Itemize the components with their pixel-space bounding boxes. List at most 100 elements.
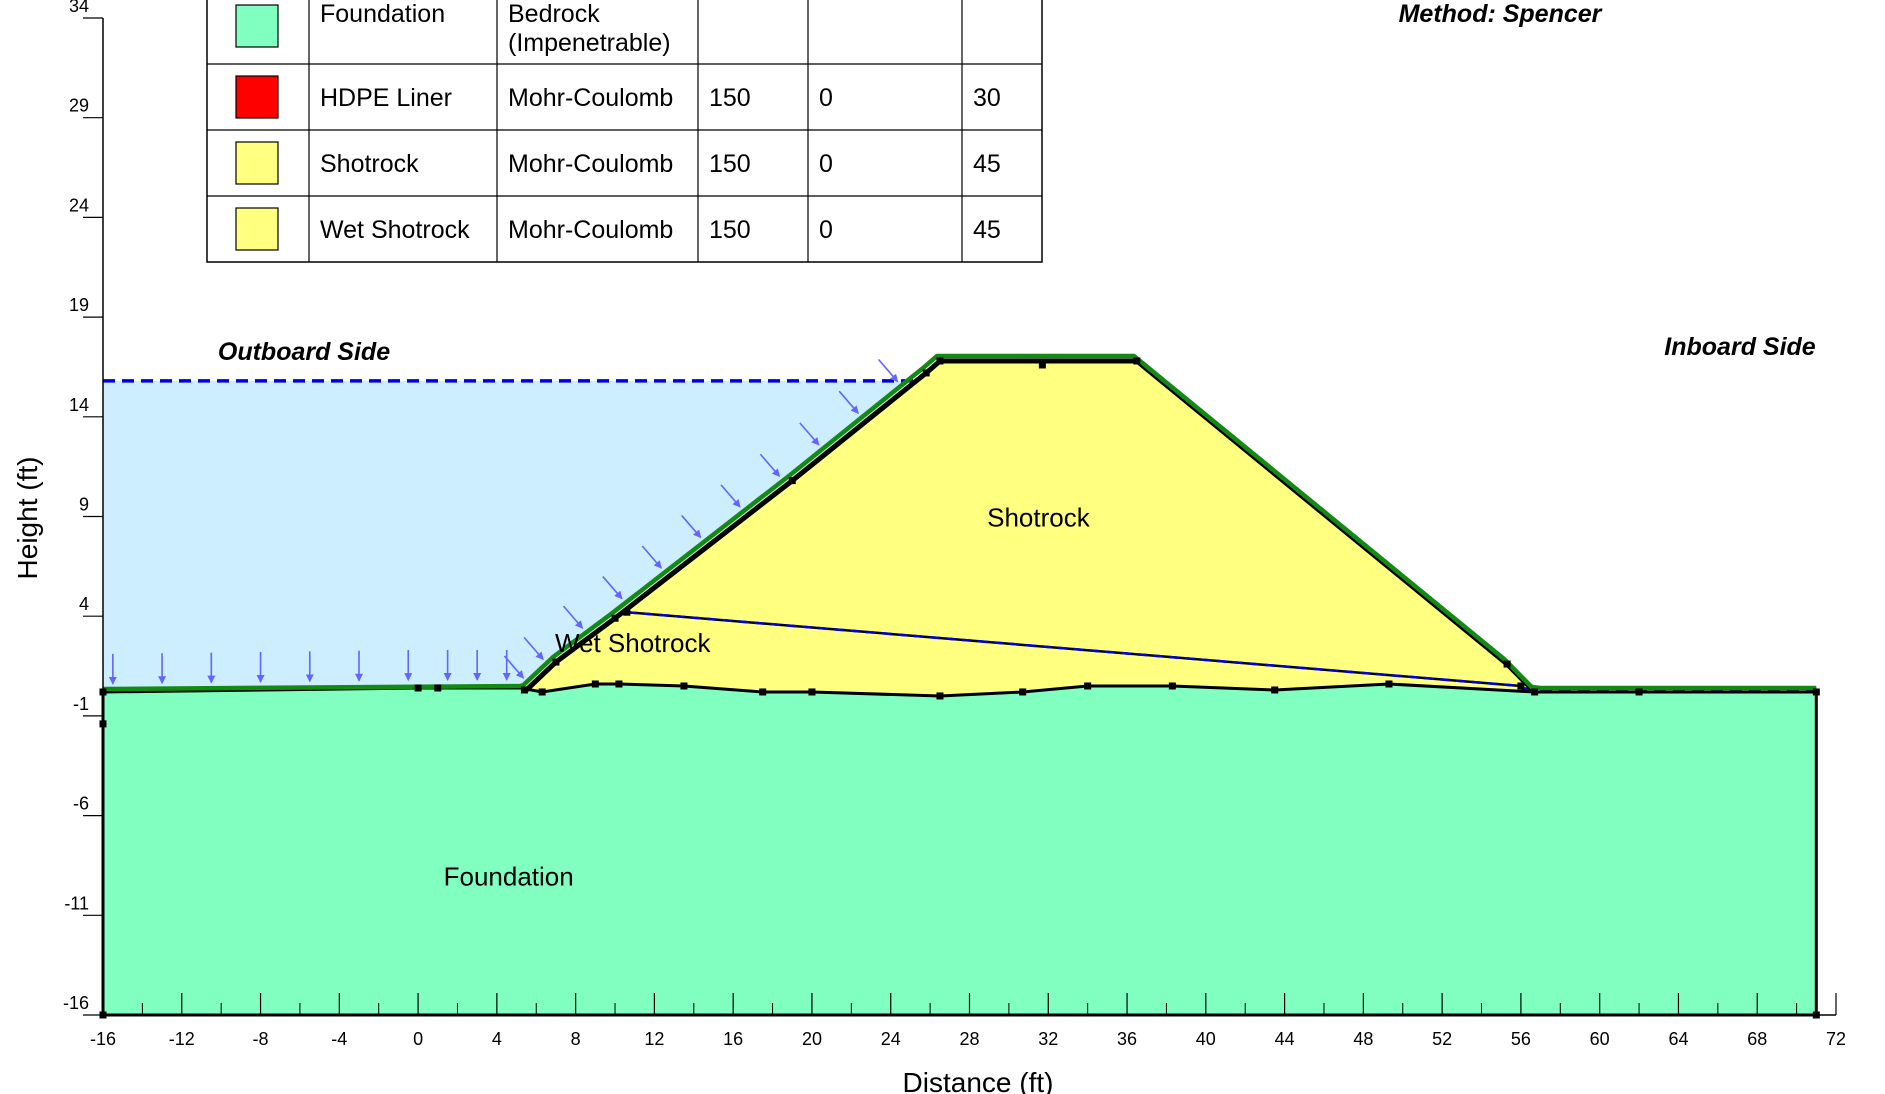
water-load-arrow <box>720 484 741 508</box>
vertex-marker <box>1084 682 1092 690</box>
vertex-marker <box>1038 361 1046 369</box>
vertex-marker <box>520 686 528 694</box>
x-tick-label: 40 <box>1196 1029 1216 1049</box>
x-tick-label: 28 <box>959 1029 979 1049</box>
vertex-marker <box>1812 688 1820 696</box>
x-tick-label: 12 <box>644 1029 664 1049</box>
water-layer <box>103 380 917 692</box>
material-cohesion: 0 <box>819 84 833 112</box>
x-tick-label: -8 <box>253 1029 269 1049</box>
y-tick-label: 4 <box>79 594 89 614</box>
vertex-marker <box>1168 682 1176 690</box>
region-label: Foundation <box>444 861 574 891</box>
y-tick-label: 14 <box>69 395 89 415</box>
x-tick-label: 20 <box>802 1029 822 1049</box>
x-tick-label: 52 <box>1432 1029 1452 1049</box>
vertex-marker <box>434 684 442 692</box>
material-name: HDPE Liner <box>320 84 452 112</box>
y-tick-label: -6 <box>73 794 89 814</box>
vertex-marker <box>538 688 546 696</box>
water-load-arrow <box>641 545 662 569</box>
load-arrows <box>108 359 899 685</box>
x-tick-label: 16 <box>723 1029 743 1049</box>
hdpe-liner-line <box>102 353 1817 692</box>
x-tick-label: 32 <box>1038 1029 1058 1049</box>
vertex-marker <box>936 357 944 365</box>
wet-phreatic-line <box>626 610 1522 688</box>
vertex-marker <box>1503 660 1511 668</box>
vertex-marker <box>615 680 623 688</box>
material-unit-weight: 150 <box>709 84 751 112</box>
x-tick-label: 68 <box>1747 1029 1767 1049</box>
vertex-marker <box>922 369 930 377</box>
outboard-side-label: Outboard Side <box>218 338 390 366</box>
x-tick-label: 64 <box>1668 1029 1688 1049</box>
method-label: Method: Spencer <box>1399 0 1603 28</box>
x-tick-label: 4 <box>492 1029 502 1049</box>
material-name: Wet Shotrock <box>320 216 470 244</box>
x-tick-label: -16 <box>90 1029 116 1049</box>
vertex-marker <box>1517 682 1525 690</box>
vertex-marker <box>788 477 796 485</box>
x-tick-label: 8 <box>571 1029 581 1049</box>
region-label: Wet Shotrock <box>555 628 712 658</box>
material-model: Mohr-Coulomb <box>508 84 673 112</box>
y-tick-label: 34 <box>69 0 89 16</box>
x-tick-label: 36 <box>1117 1029 1137 1049</box>
x-axis-title: Distance (ft) <box>903 1067 1054 1094</box>
x-tick-label: 72 <box>1826 1029 1846 1049</box>
vertex-marker <box>1385 680 1393 688</box>
y-tick-label: 29 <box>69 96 89 116</box>
material-cohesion: 0 <box>819 216 833 244</box>
x-tick-label: 0 <box>413 1029 423 1049</box>
vertex-marker <box>623 608 631 616</box>
vertex-marker <box>591 680 599 688</box>
water-load-arrow <box>562 605 584 629</box>
material-model: Mohr-Coulomb <box>508 150 673 178</box>
x-tick-label: 44 <box>1275 1029 1295 1049</box>
water-load-arrow <box>503 655 525 679</box>
vertex-marker <box>1019 688 1027 696</box>
vertex-marker <box>759 688 767 696</box>
material-phi: 45 <box>973 150 1001 178</box>
region-labels: Shotrock Wet Shotrock Foundation <box>444 502 1091 891</box>
water-load-arrow <box>523 636 544 661</box>
material-swatch <box>235 207 279 251</box>
vertex-marker <box>1635 688 1643 696</box>
axes: -16 -12 -8 -4 0 4 8 12 16 20 24 28 32 36 40 44 48 52 56 60 6… <box>63 0 1846 1049</box>
y-tick-label: -1 <box>73 694 89 714</box>
material-swatch <box>235 4 279 48</box>
region-label: Shotrock <box>987 502 1091 532</box>
water-load-arrow <box>681 514 702 539</box>
x-tick-label: 48 <box>1353 1029 1373 1049</box>
material-unit-weight: 150 <box>709 216 751 244</box>
material-model: Mohr-Coulomb <box>508 216 673 244</box>
x-tick-label: 24 <box>881 1029 901 1049</box>
material-model: (Impenetrable) <box>508 29 671 57</box>
water-load-arrow <box>602 576 623 600</box>
y-axis-title: Height (ft) <box>12 457 43 580</box>
vertex-marker <box>1531 688 1539 696</box>
water-load-arrow <box>759 453 781 478</box>
x-tick-label: 56 <box>1511 1029 1531 1049</box>
water-load-arrow <box>799 422 820 446</box>
y-tick-label: -11 <box>64 893 89 913</box>
vertex-marker <box>414 684 422 692</box>
table-frame <box>206 0 1043 263</box>
vertex-marker <box>680 682 688 690</box>
material-cohesion: 0 <box>819 150 833 178</box>
vertex-marker <box>1133 357 1141 365</box>
material-phi: 45 <box>973 216 1001 244</box>
materials-table: Foundation Bedrock(Impenetrable) HDPE Line… <box>206 0 1043 263</box>
material-model: Bedrock <box>508 0 600 28</box>
x-tick-label: -12 <box>169 1029 195 1049</box>
water-load-arrow <box>838 390 859 414</box>
y-tick-label: 9 <box>79 495 89 515</box>
vertex-marker <box>611 614 619 622</box>
y-tick-label: -16 <box>63 993 89 1013</box>
x-tick-label: 60 <box>1590 1029 1610 1049</box>
material-name: Shotrock <box>320 150 419 178</box>
inboard-side-label: Inboard Side <box>1664 333 1816 361</box>
foundation-region <box>103 684 1817 1015</box>
